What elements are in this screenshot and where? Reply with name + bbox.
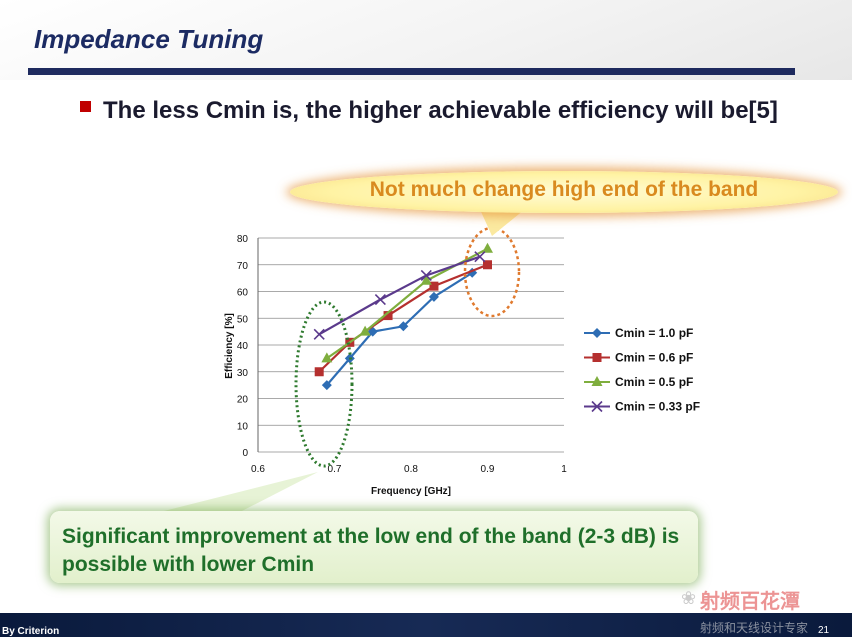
data-point-1-4 — [483, 260, 492, 270]
bullet-marker — [80, 101, 91, 112]
y-tick-label: 10 — [237, 421, 249, 432]
bottom-callout-pointer — [160, 472, 318, 512]
top-callout-pointer — [478, 205, 530, 236]
y-tick-label: 40 — [237, 341, 249, 352]
data-point-1-3 — [429, 281, 439, 291]
data-point-3-1 — [374, 293, 386, 306]
chart-legend: Cmin = 1.0 pF Cmin = 0.6 pF Cmin = 0.5 pF C… — [584, 326, 700, 414]
series-line-3 — [318, 255, 481, 336]
chart-grid — [258, 237, 564, 453]
legend-marker-0 — [592, 328, 602, 338]
data-point-2-1 — [359, 325, 371, 336]
data-point-2-2 — [420, 274, 432, 285]
series-line-0 — [326, 271, 473, 386]
x-axis-label: Frequency [GHz] — [371, 486, 451, 497]
legend-label-1: Cmin = 0.6 pF — [615, 351, 693, 365]
data-point-1-2 — [383, 311, 393, 321]
x-tick-label: 0.6 — [251, 464, 265, 475]
y-tick-label: 30 — [237, 368, 249, 379]
title-underline — [28, 68, 795, 75]
y-tick-label: 60 — [237, 288, 249, 299]
low-band-ellipse — [294, 300, 354, 468]
bottom-callout-box — [50, 511, 698, 583]
legend-marker-1 — [592, 353, 602, 362]
x-tick-label: 0.9 — [481, 464, 495, 475]
wechat-icon: ❀ — [681, 588, 697, 608]
watermark-title: 射频百花潭 — [700, 591, 800, 613]
y-tick-label: 70 — [237, 261, 249, 272]
legend-label-3: Cmin = 0.33 pF — [615, 400, 700, 414]
data-point-0-0 — [321, 380, 332, 391]
chart-series — [313, 242, 493, 391]
bullet-text: The less Cmin is, the higher achievable … — [103, 97, 778, 124]
data-point-3-3 — [474, 251, 486, 263]
y-tick-label: 80 — [237, 234, 249, 245]
data-point-2-0 — [321, 352, 333, 363]
legend-marker-2 — [591, 376, 603, 386]
legend-label-2: Cmin = 0.5 pF — [615, 375, 693, 389]
top-callout-text: Not much change high end of the band — [369, 178, 759, 201]
data-point-2-3 — [482, 242, 493, 253]
x-tick-label: 0.7 — [328, 464, 342, 475]
page-number: 21 — [818, 625, 830, 636]
slide-title: Impedance Tuning — [34, 24, 264, 54]
legend-label-0: Cmin = 1.0 pF — [615, 326, 693, 340]
x-tick-label: 0.8 — [404, 464, 418, 475]
footer-brand: By Criterion — [2, 626, 60, 637]
data-point-0-3 — [398, 321, 409, 332]
legend-marker-3 — [591, 400, 603, 413]
data-point-1-0 — [314, 367, 324, 377]
watermark-subtitle: 射频和天线设计专家 — [700, 621, 809, 635]
data-point-3-2 — [420, 269, 432, 282]
y-tick-label: 50 — [237, 314, 249, 325]
x-tick-label: 1 — [561, 464, 567, 475]
top-callout-box — [290, 171, 838, 213]
footer-bar — [0, 613, 852, 637]
chart-axes: 0 10 20 30 40 50 60 70 80 0.6 0.7 0.8 0.9 1 — [237, 234, 567, 475]
y-tick-label: 20 — [237, 395, 249, 406]
y-tick-label: 0 — [242, 448, 248, 459]
y-axis-label: Efficiency [%] — [224, 313, 235, 379]
header-background — [0, 0, 852, 80]
data-point-0-4 — [428, 291, 439, 302]
data-point-3-0 — [313, 328, 325, 340]
bottom-callout-text: Significant improvement at the low end o… — [62, 525, 680, 576]
